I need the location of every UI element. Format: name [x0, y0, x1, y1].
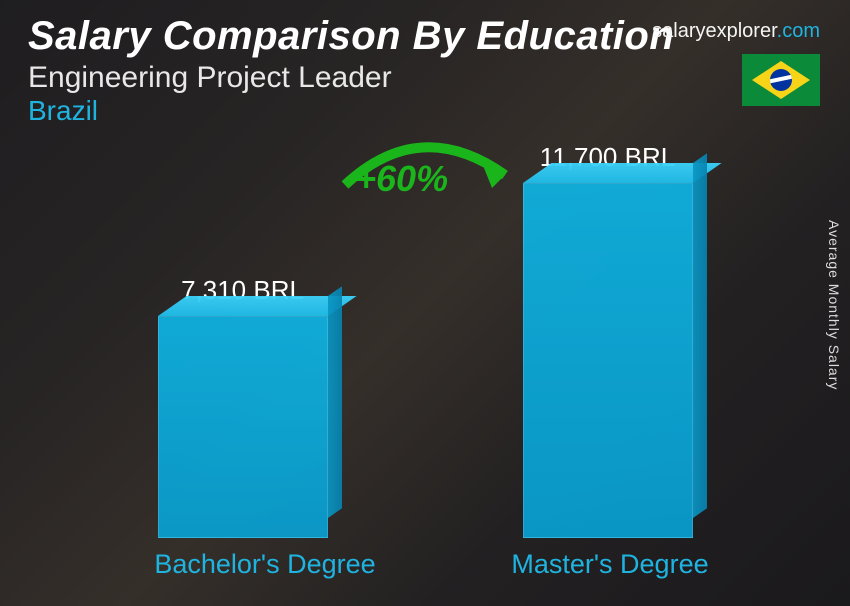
- y-axis-label: Average Monthly Salary: [826, 220, 842, 390]
- category-label-0: Bachelor's Degree: [115, 549, 415, 580]
- country-flag-icon: [742, 54, 820, 106]
- job-subtitle: Engineering Project Leader: [28, 61, 830, 95]
- bar-group-0: 7,310 BRL: [158, 275, 328, 538]
- category-label-1: Master's Degree: [460, 549, 760, 580]
- brand-part2: .com: [777, 20, 820, 42]
- brand-part1: salaryexplorer: [652, 20, 777, 42]
- bar-group-1: 11,700 BRL: [523, 142, 693, 538]
- brand-logo: salaryexplorer.com: [652, 20, 820, 43]
- increase-badge: +60%: [355, 158, 448, 200]
- country-label: Brazil: [28, 95, 830, 127]
- bar-1: [523, 183, 693, 538]
- bar-0: [158, 316, 328, 538]
